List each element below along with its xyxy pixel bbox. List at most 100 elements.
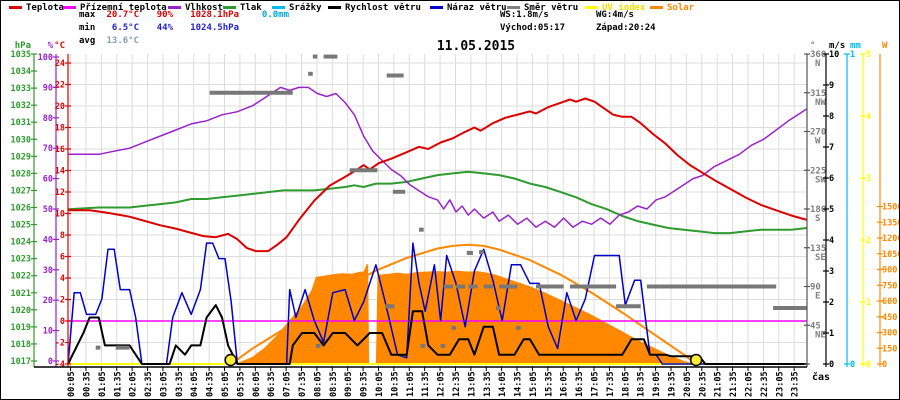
svg-text:07:35: 07:35 [298,371,308,397]
legend-label: Náraz větru [447,3,507,13]
svg-text:19:35: 19:35 [668,371,678,397]
svg-text:19:05: 19:05 [652,371,662,397]
svg-text:01:05: 01:05 [98,371,108,397]
time-axis: 00:05 00:35 01:05 01:35 02:05 02:35 03:05 03:35… [34,366,807,397]
svg-text:12: 12 [55,188,65,198]
svg-text:E: E [815,292,820,302]
svg-text:21:05: 21:05 [714,371,724,397]
svg-text:14:05: 14:05 [498,371,508,397]
svg-text:90: 90 [43,83,53,93]
svg-text:08:35: 08:35 [329,371,339,397]
svg-text:09:35: 09:35 [360,371,370,397]
stat-sunset: Západ:20:24 [596,23,656,33]
svg-text:11:05: 11:05 [406,371,416,397]
legend-label: UV index [602,3,646,13]
svg-text:24: 24 [55,59,65,69]
svg-text:0: 0 [48,357,53,367]
legend-swatch [272,6,285,9]
legend-swatch [63,6,76,9]
legend-label: Rychlost větru [345,3,421,13]
svg-text:°: ° [810,41,815,51]
svg-text:0: 0 [850,360,855,370]
svg-text:20:05: 20:05 [683,371,693,397]
svg-text:1031: 1031 [11,118,31,128]
svg-text:03:05: 03:05 [159,371,169,397]
svg-text:1034: 1034 [11,67,31,77]
svg-text:1027: 1027 [11,186,31,196]
svg-text:450: 450 [882,313,897,323]
svg-text:02:05: 02:05 [129,371,139,397]
svg-text:10: 10 [829,50,839,60]
sunset-marker [689,353,703,367]
svg-text:%: % [48,41,54,51]
svg-text:40: 40 [43,235,53,245]
svg-text:360: 360 [810,50,826,60]
svg-text:16:35: 16:35 [575,371,585,397]
svg-text:3: 3 [829,267,834,277]
series-tlak [67,170,808,235]
svg-text:14: 14 [55,167,65,177]
svg-text:60: 60 [43,175,53,185]
legend-item: Rychlost větru [328,3,421,15]
svg-text:SE: SE [815,253,826,263]
svg-text:70: 70 [43,144,53,154]
stat-avg-temp: 13.6°C [106,36,139,46]
svg-text:315: 315 [810,89,826,99]
stat-min-humidity: 44% [156,23,173,33]
x-axis-title: čas [812,372,831,383]
svg-text:10: 10 [55,210,65,220]
svg-text:2: 2 [829,298,834,308]
svg-text:05:35: 05:35 [236,371,246,397]
svg-text:1050: 1050 [882,250,900,260]
svg-text:1030: 1030 [11,135,31,145]
legend-item: Přízemní teplota [63,3,167,15]
svg-text:150: 150 [882,344,897,354]
svg-text:22: 22 [55,81,65,91]
legend-item: Vlhkost [168,3,223,15]
chart-title: 11.05.2015 [436,39,516,54]
svg-text:9: 9 [829,81,834,91]
svg-text:2: 2 [60,296,65,306]
svg-text:300: 300 [882,329,897,339]
legend-item: Tlak [223,3,262,15]
stat-wind-gust: WG:4m/s [596,10,634,20]
stats-left-block: max 20.7°C 90% 1028.1hPa 0.0mm min 6.5°C 44% 10… [79,9,289,48]
legend-item: Směr větru [507,3,578,15]
svg-text:11:35: 11:35 [421,371,431,397]
svg-text:23:35: 23:35 [791,371,801,397]
legend-swatch [328,6,341,9]
sun-markers [224,353,703,367]
svg-text:1028: 1028 [11,169,31,179]
svg-text:04:35: 04:35 [206,371,216,397]
svg-text:20: 20 [43,296,53,306]
svg-text:-2: -2 [55,339,65,349]
stat-sunrise: Východ:05:17 [500,23,566,33]
svg-text:00:05: 00:05 [67,371,77,397]
svg-text:N: N [815,59,820,69]
stat-min-label: min [79,23,96,33]
svg-text:0: 0 [882,360,887,370]
legend-item: Solar [650,3,694,15]
svg-text:750: 750 [882,281,897,291]
svg-text:17:35: 17:35 [606,371,616,397]
svg-text:°C: °C [54,41,65,51]
svg-text:1032: 1032 [11,101,31,111]
svg-text:1350: 1350 [882,218,900,228]
svg-text:02:35: 02:35 [144,371,154,397]
svg-text:SW: SW [815,175,826,185]
svg-text:1033: 1033 [11,84,31,94]
svg-text:08:05: 08:05 [313,371,323,397]
chart-axes: hPa1017101810191020102110221023102410251… [11,41,900,370]
svg-text:18:05: 18:05 [621,371,631,397]
series-rychlost [67,304,807,365]
legend-item: Náraz větru [430,3,507,15]
svg-text:mm: mm [850,41,861,51]
svg-text:4: 4 [866,112,871,122]
legend-label: Srážky [289,3,322,13]
svg-text:1024: 1024 [11,238,31,248]
svg-text:17:05: 17:05 [591,371,601,397]
svg-text:-4: -4 [55,360,65,370]
svg-text:600: 600 [882,297,897,307]
svg-text:900: 900 [882,266,897,276]
